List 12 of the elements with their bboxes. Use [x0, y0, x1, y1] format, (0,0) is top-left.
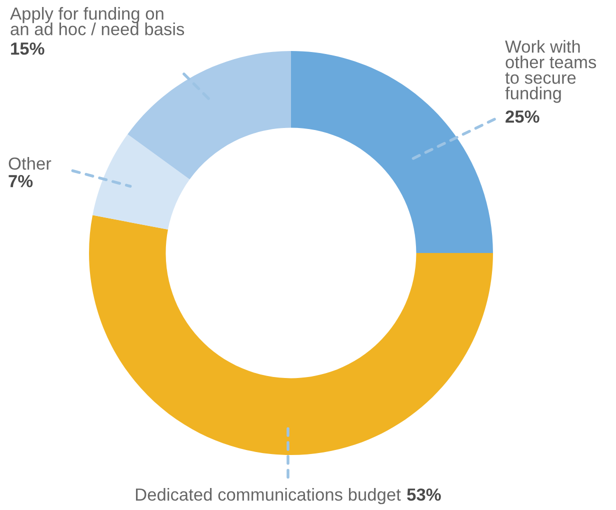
- donut-slice: [89, 215, 493, 455]
- slice-label: Dedicated communications budget: [136, 488, 401, 504]
- donut-slice: [291, 51, 493, 253]
- data-label: 53%: [407, 488, 441, 501]
- data-label: 15%: [11, 42, 44, 55]
- slice-label: Other: [8, 157, 52, 170]
- data-label: 7%: [8, 175, 33, 188]
- slice-label: Apply for funding on an ad hoc / need basis: [10, 7, 184, 36]
- donut-slice: [128, 51, 291, 180]
- slice-label: Work with other teams to secure funding: [505, 40, 596, 103]
- data-label: 25%: [506, 110, 540, 123]
- donut-slice: [92, 134, 190, 230]
